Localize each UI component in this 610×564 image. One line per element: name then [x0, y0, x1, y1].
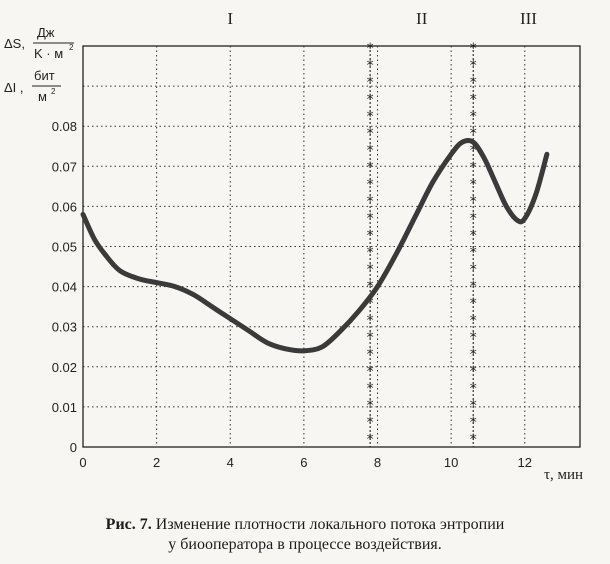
- boundary-star-marker: *: [470, 432, 477, 448]
- boundary-star-marker: *: [470, 398, 477, 414]
- series-line: [80, 137, 550, 354]
- zone-label: III: [520, 9, 537, 28]
- boundary-star-marker: *: [470, 296, 477, 312]
- boundary-star-marker: *: [470, 177, 477, 193]
- boundary-star-marker: *: [470, 58, 477, 74]
- boundary-star-marker: *: [367, 228, 374, 244]
- boundary-star-marker: *: [367, 211, 374, 227]
- boundary-star-marker: *: [470, 330, 477, 346]
- boundary-star-marker: *: [367, 330, 374, 346]
- boundary-star-marker: *: [367, 313, 374, 329]
- y-tick-label: 0.01: [52, 400, 77, 415]
- y-tick-label: 0.05: [52, 240, 77, 255]
- boundary-star-marker: *: [470, 41, 477, 57]
- y-tick-label: 0.04: [52, 280, 77, 295]
- boundary-star-marker: *: [367, 41, 374, 57]
- boundary-star-marker: *: [367, 109, 374, 125]
- y-label-unit1-sup: 2: [69, 43, 74, 52]
- boundary-star-marker: *: [470, 381, 477, 397]
- y-label-unit2-num: бит: [34, 68, 55, 83]
- x-tick-label: 4: [227, 455, 234, 470]
- caption-line1: Изменение плотности локального потока эн…: [151, 516, 505, 533]
- grid: [83, 46, 580, 447]
- boundary-star-marker: *: [367, 262, 374, 278]
- y-tick-label: 0: [70, 440, 77, 455]
- zone-label: I: [227, 9, 233, 28]
- boundary-star-marker: *: [367, 296, 374, 312]
- boundary-star-marker: *: [367, 75, 374, 91]
- figure-caption: Рис. 7. Изменение плотности локального п…: [0, 515, 610, 534]
- boundary-star-marker: *: [367, 58, 374, 74]
- boundary-star-marker: *: [367, 381, 374, 397]
- zone-labels: I II III: [227, 9, 537, 28]
- y-label-unit1-den: K · м: [34, 46, 63, 61]
- boundary-star-marker: *: [367, 177, 374, 193]
- boundary-star-marker: *: [470, 143, 477, 159]
- y-tick-label: 0.07: [52, 159, 77, 174]
- boundary-star-marker: *: [470, 160, 477, 176]
- boundary-star-marker: *: [470, 126, 477, 142]
- y-tick-labels: 0 0.01 0.02 0.03 0.04 0.05 0.06 0.07 0.08: [52, 119, 77, 455]
- boundary-star-marker: *: [367, 415, 374, 431]
- boundary-star-marker: *: [470, 347, 477, 363]
- boundary-star-marker: *: [470, 364, 477, 380]
- x-tick-label: 10: [444, 455, 458, 470]
- y-label-di: ΔI ,: [4, 80, 24, 95]
- boundary-star-marker: *: [470, 313, 477, 329]
- zone-boundaries: ****************************************…: [367, 41, 477, 448]
- y-tick-label: 0.08: [52, 119, 77, 134]
- boundary-star-marker: *: [470, 245, 477, 261]
- x-tick-label: 12: [518, 455, 532, 470]
- zone-label: II: [416, 9, 428, 28]
- boundary-star-marker: *: [470, 262, 477, 278]
- boundary-star-marker: *: [367, 160, 374, 176]
- boundary-star-marker: *: [367, 279, 374, 295]
- boundary-star-marker: *: [470, 109, 477, 125]
- boundary-star-marker: *: [470, 194, 477, 210]
- y-tick-label: 0.03: [52, 320, 77, 335]
- x-tick-labels: 0 2 4 6 8 10 12: [79, 455, 532, 470]
- y-label-unit1-num: Дж: [37, 25, 55, 40]
- y-label-unit2-den: м: [38, 89, 47, 104]
- y-tick-label: 0.06: [52, 199, 77, 214]
- boundary-star-marker: *: [470, 415, 477, 431]
- x-tick-label: 2: [153, 455, 160, 470]
- boundary-star-marker: *: [367, 143, 374, 159]
- boundary-star-marker: *: [367, 194, 374, 210]
- boundary-star-marker: *: [470, 211, 477, 227]
- caption-prefix: Рис. 7.: [105, 516, 152, 533]
- boundary-star-marker: *: [367, 398, 374, 414]
- boundary-star-marker: *: [470, 279, 477, 295]
- boundary-star-marker: *: [470, 228, 477, 244]
- boundary-star-marker: *: [367, 245, 374, 261]
- boundary-star-marker: *: [367, 432, 374, 448]
- boundary-star-marker: *: [367, 92, 374, 108]
- x-axis-label: τ, мин: [544, 467, 583, 483]
- plot-frame: [82, 45, 581, 448]
- y-label-ds: ΔS,: [4, 36, 25, 51]
- boundary-star-marker: *: [367, 364, 374, 380]
- x-tick-label: 0: [79, 455, 86, 470]
- x-tick-label: 6: [300, 455, 307, 470]
- boundary-star-marker: *: [367, 347, 374, 363]
- figure-caption-line2: у биооператора в процессе воздействия.: [168, 536, 442, 553]
- boundary-star-marker: *: [470, 92, 477, 108]
- y-tick-label: 0.02: [52, 360, 77, 375]
- x-tick-label: 8: [374, 455, 381, 470]
- boundary-star-marker: *: [470, 75, 477, 91]
- boundary-star-marker: *: [367, 126, 374, 142]
- y-label-unit2-sup: 2: [51, 87, 56, 96]
